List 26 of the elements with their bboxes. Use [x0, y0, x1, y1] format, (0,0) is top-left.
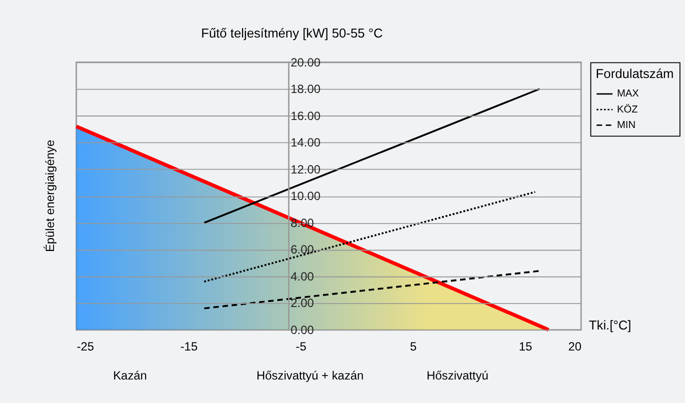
- x-tick-label: 5: [410, 339, 417, 354]
- x-tick-label: -25: [76, 339, 94, 354]
- y-tick-label: 2.00: [290, 296, 314, 310]
- x-tick-label: -15: [180, 339, 198, 354]
- chart-title: Fűtő teljesítmény [kW] 50-55 °C: [201, 25, 383, 40]
- y-tick-label: 14.00: [290, 136, 321, 150]
- y-tick-label: 18.00: [290, 82, 321, 96]
- y-tick-label: 12.00: [290, 162, 321, 176]
- text: Hőszivattyú + kazán: [256, 368, 364, 382]
- x-tick-label: 20: [568, 339, 582, 354]
- y-tick-label: 20.00: [290, 55, 321, 70]
- x-tick-label: 15: [518, 339, 532, 354]
- x-tick-label: -5: [296, 339, 307, 354]
- x-axis-title: Tki.[°C]: [588, 317, 632, 332]
- text: Hőszivattyú: [426, 368, 488, 382]
- y-axis-title: Épület energiaigénye: [43, 140, 58, 252]
- y-tick-label: 4.00: [290, 269, 314, 284]
- legend-title: Fordulatszám: [596, 66, 674, 81]
- legend-label: KÖZ: [616, 103, 638, 116]
- legend-label: MAX: [616, 88, 640, 100]
- y-tick-label: 16.00: [290, 108, 321, 123]
- text: Kazán: [113, 368, 147, 382]
- y-tick-label: 0.00: [290, 322, 314, 337]
- legend-label: MIN: [616, 120, 636, 131]
- y-tick-label: 6.00: [290, 242, 314, 257]
- y-tick-label: 10.00: [290, 189, 321, 204]
